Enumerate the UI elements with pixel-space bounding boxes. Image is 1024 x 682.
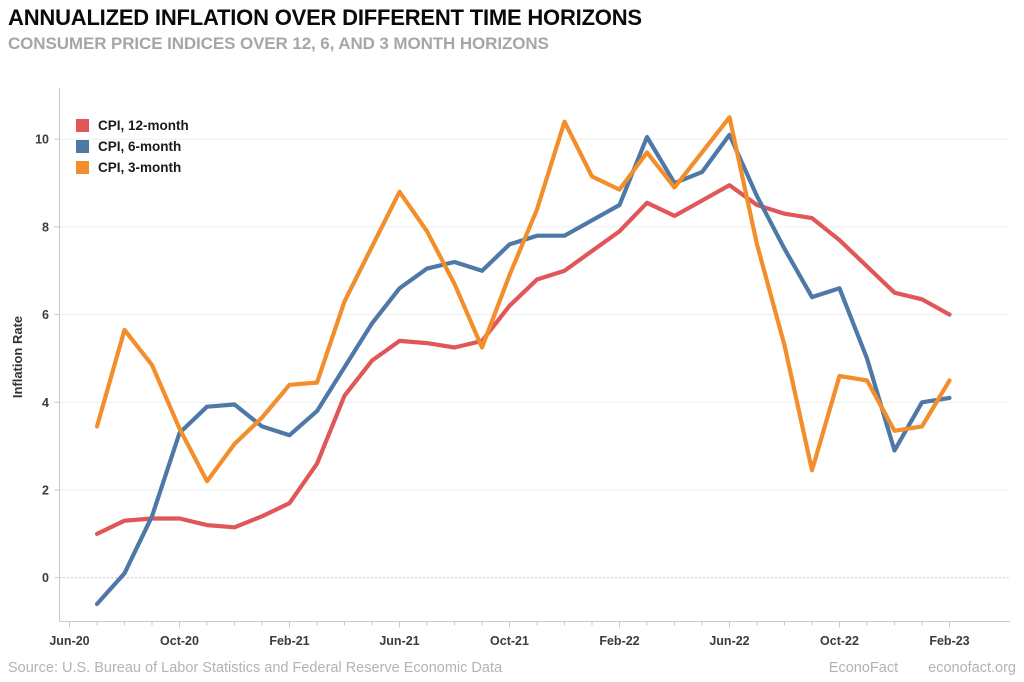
x-tick-label: Feb-22 xyxy=(599,634,639,648)
legend-swatch-cpi-6-month xyxy=(76,140,89,153)
legend-item-cpi-12-month: CPI, 12-month xyxy=(76,115,189,136)
brand-website: econofact.org xyxy=(928,660,1016,676)
x-tick-label: Oct-20 xyxy=(160,634,199,648)
y-tick-label: 0 xyxy=(42,571,49,585)
x-tick-label: Jun-22 xyxy=(709,634,749,648)
x-tick-label: Jun-21 xyxy=(379,634,419,648)
source-attribution: Source: U.S. Bureau of Labor Statistics … xyxy=(8,660,503,676)
x-tick-label: Oct-21 xyxy=(490,634,529,648)
y-tick-label: 6 xyxy=(42,308,49,322)
line-cpi-12-month xyxy=(94,183,952,537)
legend-item-cpi-6-month: CPI, 6-month xyxy=(76,136,189,157)
y-tick-label: 2 xyxy=(42,484,49,498)
legend-label: CPI, 12-month xyxy=(98,118,189,133)
y-tick-label: 4 xyxy=(42,396,49,410)
legend-label: CPI, 6-month xyxy=(98,139,182,154)
y-axis-title: Inflation Rate xyxy=(10,316,25,398)
brand-name: EconoFact xyxy=(828,660,899,676)
y-tick-label: 10 xyxy=(35,133,49,147)
legend-swatch-cpi-12-month xyxy=(76,119,89,132)
legend-item-cpi-3-month: CPI, 3-month xyxy=(76,157,189,178)
x-tick-label: Feb-21 xyxy=(269,634,309,648)
x-tick-label: Oct-22 xyxy=(820,634,859,648)
line-cpi-6-month xyxy=(94,132,952,607)
axes: 0 2 4 6 8 10 Jun-20 Oct-20 Feb-21 Jun-21 Oct-21 Feb… xyxy=(10,88,1010,648)
x-tick-label: Feb-23 xyxy=(929,634,969,648)
line-cpi-3-month xyxy=(94,115,952,484)
legend-label: CPI, 3-month xyxy=(98,160,182,175)
x-tick-label: Jun-20 xyxy=(49,634,89,648)
y-tick-label: 8 xyxy=(42,220,49,234)
chart-footer: Source: U.S. Bureau of Labor Statistics … xyxy=(0,658,1024,682)
gridlines xyxy=(58,138,1009,579)
chart-subtitle: CONSUMER PRICE INDICES OVER 12, 6, AND 3… xyxy=(8,34,549,53)
brand-area: EconoFact econofact.org xyxy=(829,660,1016,676)
series-lines xyxy=(94,115,952,607)
chart-legend: CPI, 12-month CPI, 6-month CPI, 3-month xyxy=(76,115,189,178)
chart-title: ANNUALIZED INFLATION OVER DIFFERENT TIME… xyxy=(8,5,642,30)
legend-swatch-cpi-3-month xyxy=(76,161,89,174)
